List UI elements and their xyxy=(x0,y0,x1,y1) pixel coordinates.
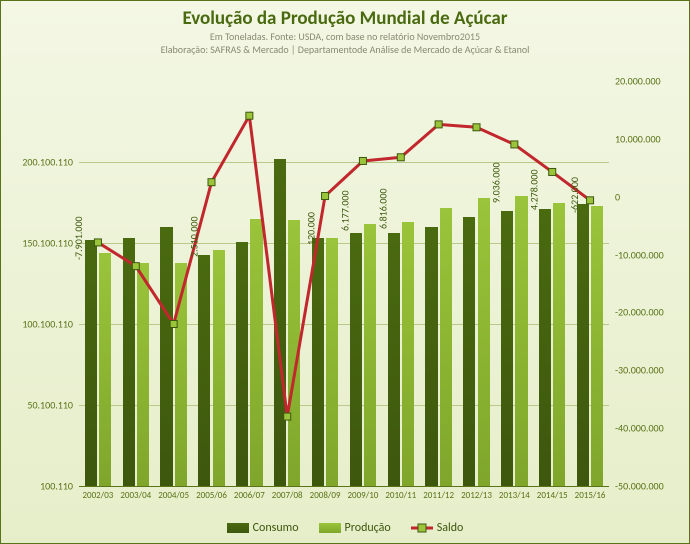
saldo-data-label: 9.036.000 xyxy=(490,163,503,204)
y2-tick-label: -30.000.000 xyxy=(609,364,664,377)
x-tick-label: 2015/16 xyxy=(575,486,606,501)
legend-item-consumo: Consumo xyxy=(227,521,299,535)
x-tick-label: 2005/06 xyxy=(196,486,227,501)
y2-tick-label: -20.000.000 xyxy=(609,306,664,319)
x-tick-label: 2002/03 xyxy=(82,486,113,501)
plot-area: 100.11050.100.110100.100.110150.100.1102… xyxy=(79,81,609,486)
y1-tick-label: 100.110 xyxy=(40,480,79,493)
y2-tick-label: -50.000.000 xyxy=(609,480,664,493)
saldo-marker xyxy=(208,179,215,186)
saldo-marker xyxy=(587,197,594,204)
legend-swatch-line xyxy=(411,523,433,533)
saldo-marker xyxy=(359,157,366,164)
legend-label: Produção xyxy=(345,521,391,535)
y2-tick-label: -10.000.000 xyxy=(609,248,664,261)
y2-tick-label: -40.000.000 xyxy=(609,422,664,435)
saldo-marker xyxy=(549,168,556,175)
chart-title: Evolução da Produção Mundial de Açúcar xyxy=(1,1,689,30)
x-tick-label: 2008/09 xyxy=(310,486,341,501)
chart-subtitle-1: Em Toneladas. Fonte: USDA, com base no r… xyxy=(1,30,689,43)
legend-swatch-bar xyxy=(319,523,341,533)
saldo-marker xyxy=(132,263,139,270)
saldo-line xyxy=(79,81,609,486)
legend: Consumo Produção Saldo xyxy=(1,521,689,535)
x-tick-label: 2012/13 xyxy=(461,486,492,501)
x-tick-label: 2011/12 xyxy=(423,486,454,501)
y1-tick-label: 150.100.110 xyxy=(22,237,79,250)
saldo-data-label: 6.177.000 xyxy=(339,190,352,231)
y1-tick-label: 200.100.110 xyxy=(22,156,79,169)
saldo-data-label: -622.000 xyxy=(568,177,581,213)
saldo-data-label: 4.278.000 xyxy=(528,169,541,210)
saldo-marker xyxy=(170,321,177,328)
saldo-marker xyxy=(322,193,329,200)
x-tick-label: 2004/05 xyxy=(158,486,189,501)
saldo-marker xyxy=(94,239,101,246)
x-tick-label: 2007/08 xyxy=(272,486,303,501)
saldo-marker xyxy=(473,124,480,131)
x-tick-label: 2009/10 xyxy=(347,486,378,501)
chart-subtitle-2: Elaboração: SAFRAS & Mercado | Departame… xyxy=(1,43,689,56)
x-tick-label: 2006/07 xyxy=(234,486,265,501)
y2-tick-label: 20.000.000 xyxy=(609,75,661,88)
x-tick-label: 2014/15 xyxy=(537,486,568,501)
x-tick-label: 2013/14 xyxy=(499,486,530,501)
x-tick-label: 2003/04 xyxy=(120,486,151,501)
saldo-data-label: 2.510.000 xyxy=(187,216,200,257)
y1-tick-label: 50.100.110 xyxy=(27,399,79,412)
legend-swatch-bar xyxy=(227,523,249,533)
y2-tick-label: 10.000.000 xyxy=(609,132,661,145)
legend-label: Saldo xyxy=(437,521,464,535)
saldo-data-label: 6.816.000 xyxy=(377,189,390,230)
legend-item-saldo: Saldo xyxy=(411,521,464,535)
legend-item-producao: Produção xyxy=(319,521,391,535)
saldo-marker xyxy=(435,121,442,128)
saldo-marker xyxy=(246,112,253,119)
saldo-marker xyxy=(284,413,291,420)
saldo-data-label: -7.901.000 xyxy=(72,216,85,260)
legend-label: Consumo xyxy=(253,521,299,535)
x-tick-label: 2010/11 xyxy=(385,486,416,501)
chart-frame: Evolução da Produção Mundial de Açúcar E… xyxy=(0,0,690,544)
y2-tick-label: 0 xyxy=(609,190,620,203)
y1-tick-label: 100.100.110 xyxy=(22,318,79,331)
saldo-marker xyxy=(397,154,404,161)
saldo-data-label: 120.000 xyxy=(305,212,318,245)
saldo-marker xyxy=(511,141,518,148)
